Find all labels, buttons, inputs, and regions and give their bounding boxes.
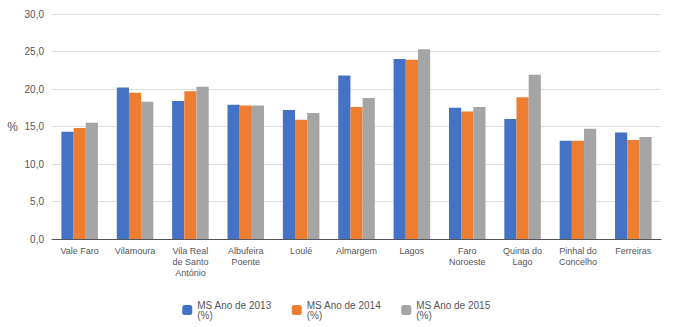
svg-text:Pinhal do: Pinhal do [559, 246, 597, 256]
svg-text:30,0: 30,0 [25, 9, 45, 20]
svg-text:15,0: 15,0 [25, 121, 45, 132]
svg-text:(%): (%) [416, 310, 432, 321]
svg-text:25,0: 25,0 [25, 46, 45, 57]
svg-text:Loulé: Loulé [290, 246, 312, 256]
svg-text:Vale Faro: Vale Faro [61, 246, 99, 256]
svg-text:Vila Real: Vila Real [172, 246, 208, 256]
svg-text:de Santo: de Santo [172, 257, 208, 267]
svg-text:0,0: 0,0 [30, 234, 44, 245]
svg-text:António: António [175, 268, 206, 278]
svg-text:Almargem: Almargem [336, 246, 377, 256]
svg-text:5,0: 5,0 [30, 196, 44, 207]
svg-text:MS Ano de 2014: MS Ano de 2014 [306, 299, 381, 311]
svg-text:MS Ano de 2013: MS Ano de 2013 [197, 299, 272, 311]
svg-text:Lago: Lago [513, 257, 533, 267]
svg-text:Concelho: Concelho [559, 257, 597, 267]
svg-text:Quinta do: Quinta do [503, 246, 542, 256]
svg-text:Vilamoura: Vilamoura [115, 246, 155, 256]
svg-text:20,0: 20,0 [25, 84, 45, 95]
svg-text:(%): (%) [197, 310, 213, 321]
svg-text:Ferreiras: Ferreiras [615, 246, 652, 256]
svg-text:Lagos: Lagos [400, 246, 425, 256]
svg-text:Faro: Faro [458, 246, 477, 256]
svg-text:Poente: Poente [232, 257, 261, 267]
svg-text:MS Ano de 2015: MS Ano de 2015 [416, 299, 491, 311]
svg-text:Noroeste: Noroeste [449, 257, 486, 267]
svg-text:10,0: 10,0 [25, 159, 45, 170]
svg-text:%: % [7, 120, 18, 134]
svg-text:(%): (%) [307, 310, 323, 321]
svg-text:Albufeira: Albufeira [228, 246, 264, 256]
